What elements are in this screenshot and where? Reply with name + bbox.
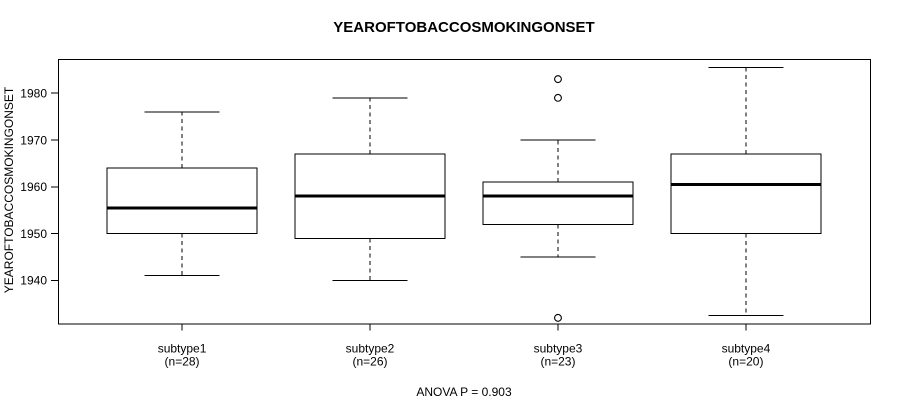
y-axis-label: YEAROFTOBACCOSMOKINGONSET bbox=[2, 86, 16, 293]
outlier-point-subtype3 bbox=[554, 93, 562, 102]
x-tick-label-subtype3: subtype3 bbox=[534, 342, 583, 356]
outlier-point-subtype3 bbox=[554, 75, 562, 84]
x-tick-sublabel-subtype3: (n=23) bbox=[540, 355, 575, 369]
anova-footnote: ANOVA P = 0.903 bbox=[416, 385, 512, 399]
iqr-box-subtype3 bbox=[482, 181, 634, 225]
plot-area: 1940 1950 1960 1970 1980 subtype1(n=28) subtyp… bbox=[20, 59, 871, 369]
y-tick-label: 1950 bbox=[20, 227, 47, 241]
y-tick-label: 1960 bbox=[20, 180, 47, 194]
y-tick-label: 1940 bbox=[20, 274, 47, 288]
iqr-box-subtype4 bbox=[670, 153, 822, 235]
plot-border bbox=[58, 59, 871, 325]
x-tick-label-subtype2: subtype2 bbox=[346, 342, 395, 356]
outlier-point-subtype3 bbox=[554, 313, 562, 322]
y-tick-label: 1970 bbox=[20, 133, 47, 147]
chart-title: YEAROFTOBACCOSMOKINGONSET bbox=[333, 19, 594, 36]
iqr-box-subtype1 bbox=[106, 167, 258, 235]
x-tick-sublabel-subtype1: (n=28) bbox=[165, 355, 200, 369]
x-tick-sublabel-subtype2: (n=26) bbox=[353, 355, 388, 369]
x-tick-label-subtype4: subtype4 bbox=[722, 342, 771, 356]
y-tick-label: 1980 bbox=[20, 86, 47, 100]
x-tick-label-subtype1: subtype1 bbox=[158, 342, 207, 356]
x-tick-sublabel-subtype4: (n=20) bbox=[728, 355, 763, 369]
